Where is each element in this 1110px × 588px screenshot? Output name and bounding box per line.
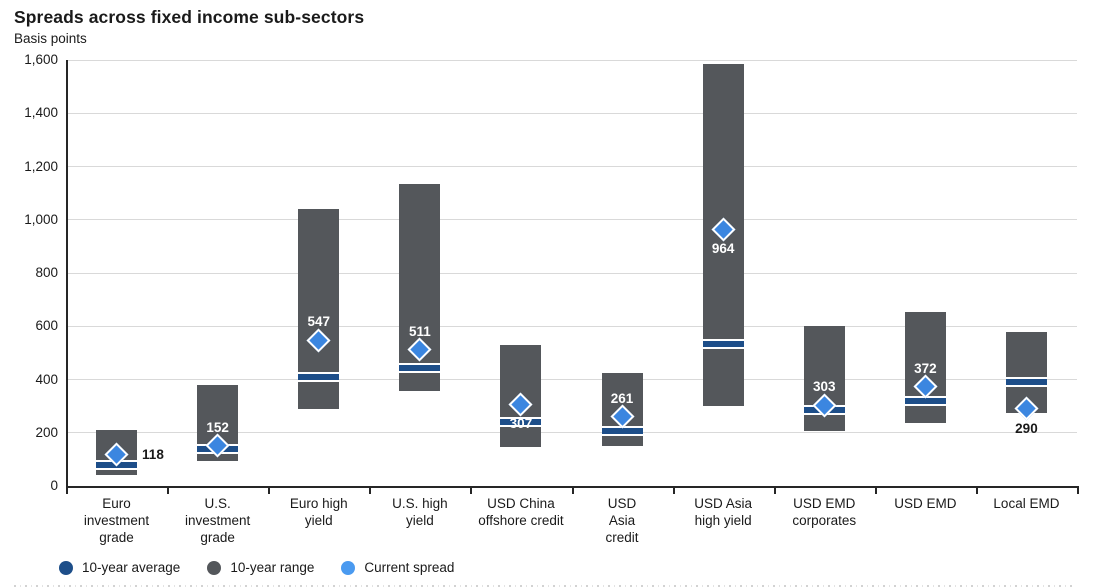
y-axis-tick-label: 200 bbox=[35, 424, 58, 440]
current-spread-value-label: 290 bbox=[1015, 420, 1038, 436]
average-band bbox=[1005, 377, 1047, 388]
chart-title: Spreads across fixed income sub-sectors bbox=[14, 7, 365, 27]
y-gridline bbox=[67, 325, 1077, 327]
current-spread-value-label: 118 bbox=[142, 446, 164, 462]
y-axis-tick-label: 1,400 bbox=[24, 105, 58, 121]
y-gridline bbox=[67, 379, 1077, 380]
current-legend-swatch-icon bbox=[341, 560, 356, 575]
x-axis-line bbox=[66, 486, 1079, 488]
y-gridline bbox=[67, 112, 1077, 114]
x-axis-category-label: U.S. high yield bbox=[392, 496, 448, 528]
y-axis-tick-label: 1,200 bbox=[24, 158, 58, 174]
range-legend-swatch-icon bbox=[207, 560, 222, 575]
average-legend-swatch-icon bbox=[59, 560, 73, 575]
x-axis-tick bbox=[975, 488, 978, 494]
current-spread-value-label: 964 bbox=[711, 241, 735, 257]
y-gridline bbox=[67, 166, 1077, 167]
legend-item-10-year-range: 10-year range bbox=[207, 560, 314, 575]
x-axis-category-label: USD EMD corporates bbox=[792, 496, 857, 528]
x-axis-tick bbox=[1077, 488, 1079, 494]
x-axis-tick bbox=[167, 488, 170, 494]
average-band bbox=[298, 371, 340, 382]
x-axis-tick bbox=[672, 488, 675, 494]
chart-subtitle-units: Basis points bbox=[14, 31, 87, 46]
legend-label: 10-year average bbox=[82, 560, 181, 575]
x-axis-tick bbox=[470, 488, 473, 494]
legend-item-current-spread: Current spread bbox=[341, 560, 454, 575]
x-axis-tick bbox=[874, 488, 877, 494]
legend-label: 10-year range bbox=[230, 560, 315, 575]
legend-item-10-year-average: 10-year average bbox=[59, 560, 180, 575]
current-spread-value-label: 152 bbox=[206, 419, 229, 435]
y-axis-tick-label: 600 bbox=[35, 318, 58, 334]
y-gridline bbox=[67, 59, 1077, 61]
average-band bbox=[399, 362, 441, 373]
y-axis-line bbox=[66, 60, 68, 493]
x-axis-tick bbox=[773, 488, 776, 494]
y-axis-tick-label: 1,600 bbox=[24, 52, 58, 67]
y-gridline bbox=[67, 272, 1077, 274]
y-gridline bbox=[67, 432, 1077, 434]
cropped-source-text bbox=[14, 585, 1076, 587]
average-band bbox=[702, 338, 744, 349]
current-spread-value-label: 547 bbox=[307, 314, 331, 330]
x-axis-category-label: USD Asia credit bbox=[605, 496, 639, 545]
y-gridline bbox=[67, 219, 1077, 221]
x-axis-tick bbox=[571, 488, 574, 494]
x-axis-category-label: U.S. investment grade bbox=[185, 496, 251, 545]
x-axis-category-label: USD China offshore credit bbox=[478, 496, 564, 528]
x-axis-tick bbox=[369, 488, 372, 494]
current-spread-value-label: 307 bbox=[509, 416, 533, 432]
y-axis-tick-label: 0 bbox=[50, 478, 58, 493]
average-band bbox=[500, 417, 542, 428]
x-axis-category-label: USD Asia high yield bbox=[694, 496, 753, 528]
x-axis-category-label: USD EMD bbox=[894, 496, 957, 511]
legend-label: Current spread bbox=[364, 560, 455, 575]
current-spread-value-label: 261 bbox=[610, 390, 634, 406]
x-axis-category-label: Local EMD bbox=[993, 496, 1060, 511]
x-axis-tick bbox=[66, 488, 68, 494]
y-axis-tick-label: 400 bbox=[35, 371, 58, 387]
current-spread-value-label: 303 bbox=[812, 379, 836, 395]
y-axis-tick-label: 800 bbox=[35, 265, 58, 280]
current-spread-value-label: 511 bbox=[408, 323, 431, 339]
y-axis-tick-label: 1,000 bbox=[24, 211, 58, 227]
x-axis-tick bbox=[268, 488, 271, 494]
chart-legend: 10-year average 10-year range Current sp… bbox=[59, 560, 454, 575]
current-spread-value-label: 372 bbox=[914, 360, 937, 376]
x-axis-category-label: Euro high yield bbox=[289, 496, 348, 528]
x-axis-category-label: Euro investment grade bbox=[83, 496, 150, 545]
